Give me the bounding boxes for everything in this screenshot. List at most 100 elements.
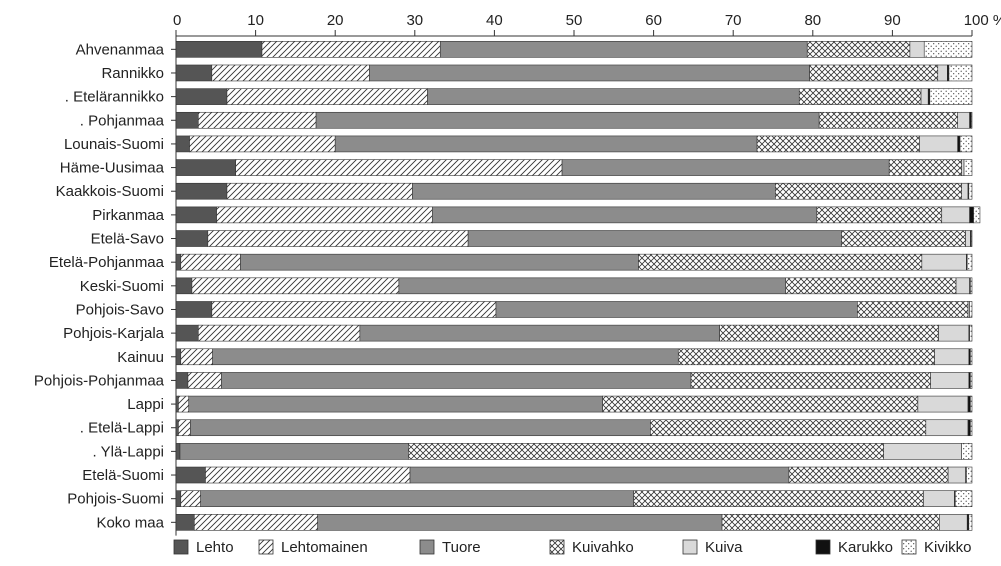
bar-segment-lehto [175, 443, 181, 460]
bar-segment-lehto [175, 372, 189, 389]
bar-segment-kuiva [883, 443, 962, 460]
bar-segment-kivikko [969, 324, 973, 342]
x-tick-label: 30 [406, 12, 423, 29]
x-tick-label: 100 % [964, 12, 1001, 29]
bar-segment-kuiva [938, 324, 970, 342]
bar-segment-lehtomainen [261, 41, 441, 58]
x-tick-label: 10 [247, 12, 264, 29]
bar-segment-kuivahko [775, 182, 962, 200]
bar-segment-lehtomainen [180, 253, 241, 271]
bar-segment-tuore [432, 206, 818, 224]
bar-segment-kuiva [930, 372, 970, 389]
bar-segment-karukko [967, 419, 971, 437]
bar-segment-lehtomainen [191, 277, 400, 295]
bar-segment-tuore [439, 41, 808, 58]
bar-segment-kuiva [961, 182, 969, 200]
bar-segment-lehtomainen [205, 466, 411, 484]
bar-segment-lehto [175, 348, 182, 366]
category-label: Pirkanmaa [92, 207, 164, 224]
x-axis: 0 10 20 30 40 50 60 70 80 90 100 % [173, 12, 1001, 37]
bar-segment-kuiva [923, 490, 955, 507]
bar-segment-lehtomainen [180, 490, 201, 507]
x-tick-label: 0 [173, 12, 181, 29]
bar-segment-lehtomainen [211, 301, 497, 318]
bar-segment-tuore [561, 159, 890, 176]
bar-segment-lehto [175, 395, 179, 413]
bar-segment-tuore [398, 277, 787, 295]
bar-segment-kuivahko [785, 277, 957, 295]
bar-segment-tuore [409, 466, 790, 484]
legend-label-kuiva: Kuiva [705, 539, 743, 556]
bar-segment-kuiva [965, 230, 971, 247]
bar-segment-kivikko [959, 135, 973, 153]
legend-swatch-kuiva [682, 539, 698, 555]
x-tick-label: 80 [804, 12, 821, 29]
bar-segment-kuivahko [888, 159, 962, 176]
bar-segment-kivikko [968, 182, 973, 200]
bar-segment-kuiva [917, 395, 969, 413]
bar-segment-kuivahko [857, 301, 969, 318]
bar-segment-tuore [359, 324, 720, 342]
category-label: Etelä-Suomi [82, 467, 164, 484]
bar-segment-lehtomainen [187, 372, 222, 389]
category-label: . Etelä-Lappi [80, 420, 164, 437]
bar-segment-kuivahko [841, 230, 966, 247]
category-label: Ahvenanmaa [76, 41, 165, 58]
bars [175, 41, 981, 531]
bar-segment-kivikko [969, 301, 973, 318]
bar-segment-lehto [175, 182, 228, 200]
bar-segment-lehtomainen [226, 88, 428, 105]
bar-segment-kivikko [970, 372, 973, 389]
bar-segment-lehto [175, 230, 209, 247]
bar-segment-lehtomainen [197, 111, 317, 129]
bar-segment-kuiva [934, 348, 970, 366]
bar-segment-tuore [240, 253, 639, 271]
bar-segment-lehto [175, 301, 213, 318]
bar-segment-kuivahko [408, 443, 884, 460]
bar-segment-kuivahko [602, 395, 919, 413]
bar-segment-tuore [412, 182, 776, 200]
bar-segment-kuiva [941, 206, 970, 224]
y-axis: Ahvenanmaa Rannikko . Etelärannikko . Pohja… [34, 36, 177, 536]
bar-segment-kuivahko [638, 253, 923, 271]
bar-segment-tuore [221, 372, 692, 389]
legend-label-tuore: Tuore [442, 539, 481, 556]
bar-segment-kuivahko [690, 372, 931, 389]
legend-label-lehto: Lehto [196, 539, 234, 556]
bar-segment-lehto [175, 514, 195, 531]
category-label: Rannikko [101, 65, 164, 82]
bar-segment-kivikko [970, 230, 973, 247]
bar-segment-kuivahko [818, 111, 958, 129]
category-label: . Pohjanmaa [80, 112, 165, 129]
category-label: . Etelärannikko [65, 89, 164, 106]
bar-segment-kuivahko [806, 41, 911, 58]
bar-segment-kuiva [937, 64, 948, 82]
bar-segment-kuivahko [809, 64, 939, 82]
bar-segment-tuore [315, 111, 820, 129]
bar-segment-lehto [175, 41, 263, 58]
bar-segment-lehtomainen [211, 64, 370, 82]
x-tick-label: 90 [884, 12, 901, 29]
bar-segment-karukko [957, 135, 961, 153]
bar-segment-lehto [175, 277, 193, 295]
bar-segment-kuiva [957, 111, 970, 129]
bar-segment-lehto [175, 206, 217, 224]
bar-segment-lehtomainen [226, 182, 413, 200]
bar-segment-lehto [175, 111, 199, 129]
category-label: Keski-Suomi [80, 278, 164, 295]
bar-segment-lehtomainen [207, 230, 469, 247]
bar-segment-kuiva [925, 419, 969, 437]
bar-segment-tuore [369, 64, 810, 82]
category-label: Kaakkois-Suomi [56, 183, 164, 200]
category-label: Koko maa [96, 514, 164, 531]
bar-segment-kuivahko [798, 88, 922, 105]
bar-segment-tuore [188, 395, 603, 413]
bar-segment-lehto [175, 135, 190, 153]
bar-segment-kuiva [920, 88, 929, 105]
legend-swatch-kuivahko [549, 539, 565, 555]
bar-segment-kivikko [968, 514, 973, 531]
bar-segment-lehtomainen [178, 419, 191, 437]
legend-swatch-lehtomainen [258, 539, 274, 555]
category-label: Pohjois-Savo [76, 301, 164, 318]
